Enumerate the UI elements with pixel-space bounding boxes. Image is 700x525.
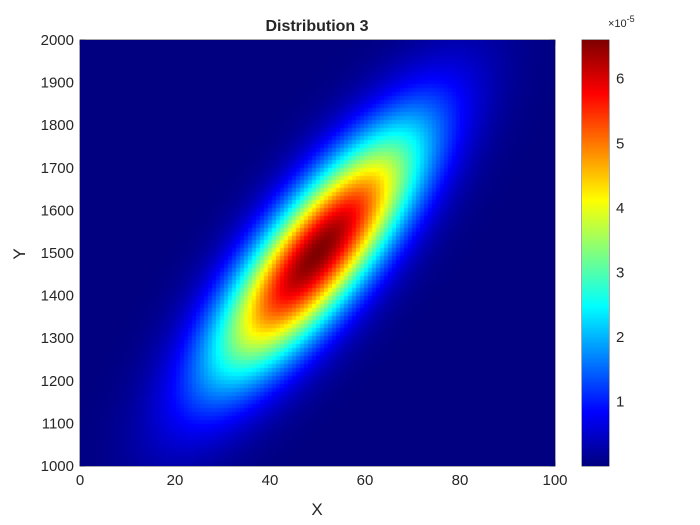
colorbar-tick-label: 4 <box>616 200 624 217</box>
heatmap-image <box>80 40 555 466</box>
y-tick-label: 1600 <box>41 202 74 219</box>
y-tick-label: 1900 <box>41 75 74 92</box>
y-tick-label: 1300 <box>41 330 74 347</box>
y-tick-label: 1700 <box>41 160 74 177</box>
x-tick-label: 60 <box>357 472 374 489</box>
x-tick-label: 80 <box>452 472 469 489</box>
y-tick-label: 2000 <box>41 32 74 49</box>
x-tick-label: 100 <box>542 472 567 489</box>
colorbar-exponent: -5 <box>627 14 635 24</box>
x-axis-label: X <box>311 500 322 519</box>
colorbar-tick-label: 3 <box>616 264 624 281</box>
y-tick-label: 1000 <box>41 458 74 475</box>
x-axis-ticks: 0 20 40 60 80 100 <box>76 40 568 489</box>
colorbar-tick-label: 2 <box>616 329 624 346</box>
y-axis-label: Y <box>10 248 29 259</box>
x-tick-label: 40 <box>262 472 279 489</box>
y-tick-label: 1500 <box>41 245 74 262</box>
y-tick-label: 1100 <box>42 415 74 432</box>
x-tick-label: 20 <box>167 472 184 489</box>
colorbar-tick-label: 1 <box>616 393 624 410</box>
colorbar-gradient <box>582 40 609 466</box>
y-tick-label: 1800 <box>41 117 74 134</box>
chart-title: Distribution 3 <box>265 18 368 35</box>
y-tick-label: 1200 <box>41 373 74 390</box>
colorbar-tick-label: 6 <box>616 71 624 88</box>
colorbar-multiplier: ×10-5 <box>608 14 635 30</box>
y-tick-label: 1400 <box>41 288 74 305</box>
colorbar-multiplier-base: ×10 <box>608 18 627 30</box>
colorbar-tick-label: 5 <box>616 135 624 152</box>
y-axis-ticks: 1000 1100 1200 1300 1400 1500 1600 1700 1800 1900… <box>41 32 555 475</box>
x-tick-label: 0 <box>76 472 84 489</box>
